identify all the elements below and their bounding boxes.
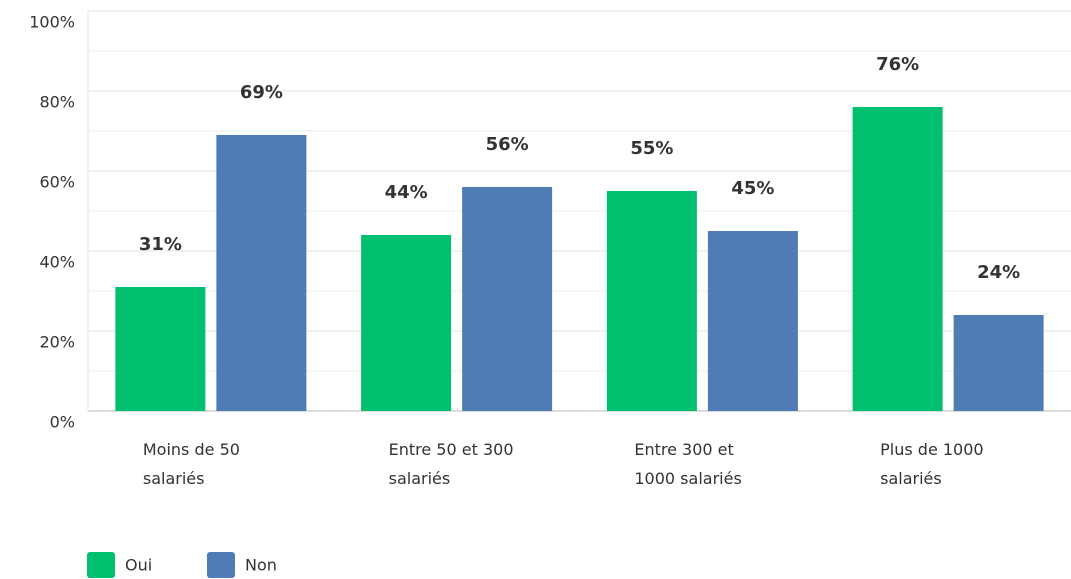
- y-tick-label: 0%: [50, 413, 75, 432]
- value-label: 45%: [731, 178, 774, 199]
- bar: [115, 287, 206, 411]
- value-label: 55%: [630, 138, 673, 159]
- bar: [216, 135, 307, 411]
- y-tick-label: 60%: [39, 173, 75, 192]
- y-tick-label: 20%: [39, 333, 75, 352]
- bar: [953, 315, 1044, 411]
- x-tick-label: Entre 50 et 300 salariés: [389, 440, 519, 488]
- value-label: 56%: [486, 134, 529, 155]
- y-tick-label: 40%: [39, 253, 75, 272]
- x-tick-label: Moins de 50 salariés: [143, 440, 245, 488]
- x-tick-label: Plus de 1000 salariés: [880, 440, 989, 488]
- bar: [606, 191, 697, 411]
- value-label: 69%: [240, 82, 283, 103]
- value-label: 76%: [876, 54, 919, 75]
- bar: [707, 231, 798, 411]
- value-label: 44%: [385, 182, 428, 203]
- value-label: 24%: [977, 262, 1020, 283]
- legend-label: Oui: [125, 556, 152, 575]
- legend-swatch: [207, 552, 235, 578]
- y-tick-label: 100%: [29, 13, 75, 32]
- bar: [852, 107, 943, 411]
- value-label: 31%: [139, 234, 182, 255]
- legend-label: Non: [245, 556, 277, 575]
- bar: [462, 187, 553, 411]
- y-tick-label: 80%: [39, 93, 75, 112]
- legend-swatch: [87, 552, 115, 578]
- x-tick-label: Entre 300 et 1000 salariés: [634, 440, 741, 488]
- bar: [361, 235, 452, 411]
